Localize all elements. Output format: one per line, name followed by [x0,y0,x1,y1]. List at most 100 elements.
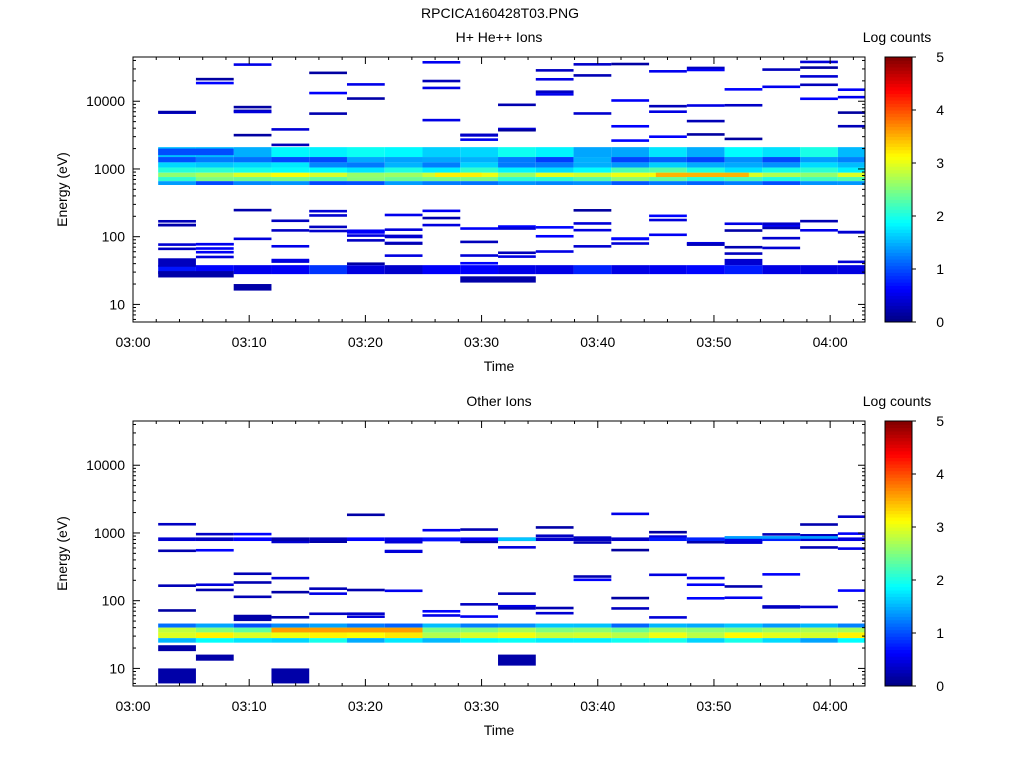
heatmap-cell [384,213,423,217]
heatmap-cell [384,537,423,542]
heatmap-cell [422,209,461,213]
heatmap-cell [158,162,196,168]
colorbar-segment [885,189,912,194]
colorbar-segment [885,513,912,518]
heatmap-cell [611,167,650,173]
heatmap-cell [309,147,347,158]
colorbar-segment [885,153,912,157]
colorbar-segment [885,63,912,68]
heatmap-cell [837,638,865,643]
heatmap-cell [611,638,650,643]
heatmap-cell [460,540,499,544]
heatmap-cell [233,532,272,536]
heatmap-cell [611,623,650,628]
y-tick-label: 10000 [86,93,125,109]
heatmap-cell [649,214,687,218]
y-tick-label: 10 [109,296,125,312]
heatmap-cell [309,172,347,178]
colorbar-segment [885,633,912,637]
heatmap-cell [686,638,725,643]
heatmap-cell [724,162,763,168]
heatmap-cell [498,255,536,258]
heatmap-cell [649,167,687,173]
heatmap-cell [271,615,310,619]
colorbar-segment [885,649,912,654]
colorbar-segment [885,652,912,657]
colorbar-segment [885,176,912,181]
heatmap-cell [158,584,196,587]
heatmap-cell [498,225,536,228]
heatmap-cell [346,231,385,234]
colorbar-segment [885,457,912,462]
heatmap-cell [762,68,801,71]
heatmap-cell [498,162,536,168]
colorbar-segment [885,603,912,607]
heatmap-cell [837,111,865,114]
heatmap-cell [158,172,196,178]
heatmap-cell [573,167,612,173]
heatmap-cell [233,614,272,622]
colorbar-segment [885,80,912,84]
heatmap-cell [233,172,272,178]
colorbar-tick-label: 1 [936,625,944,641]
colorbar-segment [885,517,912,521]
colorbar-segment [885,219,912,224]
heatmap-cell [384,242,423,245]
heatmap-cell [384,172,423,178]
y-axis: 10 100 1000 10000 Energy (eV) [54,423,865,684]
heatmap-cell [837,260,865,264]
colorbar-segment [885,609,912,614]
colorbar-segment [885,245,912,250]
heatmap-cell [271,229,310,232]
heatmap-cell [346,229,385,233]
heatmap-cell [762,181,801,185]
heatmap-cell [233,110,272,114]
heatmap-cell [535,606,574,610]
heatmap-cell [158,219,196,223]
heatmap-cell [422,609,461,613]
heatmap-cell [460,138,499,141]
heatmap-cell [460,627,499,633]
colorbar-segment [885,229,912,234]
heatmap-cell [233,177,272,182]
heatmap-cell [233,632,272,639]
heatmap-cell [762,157,801,163]
colorbar-segment [885,573,912,578]
heatmap-cell [309,91,347,95]
colorbar-segment [885,308,912,313]
heatmap-cell [762,265,801,275]
heatmap-cell [800,60,838,64]
colorbar-segment [885,659,912,664]
heatmap-cell [837,147,865,158]
heatmap-cell [422,147,461,158]
heatmap-cell [800,627,838,633]
heatmap-cell [422,157,461,163]
heatmap-cell [346,177,385,182]
colorbar-segment [885,586,912,591]
colorbar-segment [885,139,912,144]
heatmap-cell [686,623,725,628]
panel-h-he-ions: 03:00 03:10 03:20 03:30 03:40 03:50 04:00 Time 1… [54,29,944,374]
heatmap-cell [498,157,536,163]
colorbar-segment [885,235,912,240]
y-tick-label: 1000 [94,161,125,177]
heatmap-cell [611,242,650,245]
heatmap-cell [573,623,612,628]
heatmap-cell [800,97,838,101]
heatmap-cell [800,228,838,232]
heatmap-cell [837,532,865,535]
colorbar-segment [885,682,912,687]
colorbar-tick-label: 2 [936,208,944,224]
heatmap-cell [535,177,574,182]
y-tick-label: 100 [102,593,126,609]
heatmap-cell [498,592,536,595]
heatmap-cell [158,157,196,163]
colorbar-segment [885,629,912,634]
heatmap-cell [498,181,536,185]
heatmap-cell [800,162,838,168]
heatmap-cell [611,237,650,240]
colorbar-segment [885,169,912,174]
heatmap-cell [649,632,687,639]
heatmap-cell [724,177,763,182]
heatmap-cell [573,63,612,66]
